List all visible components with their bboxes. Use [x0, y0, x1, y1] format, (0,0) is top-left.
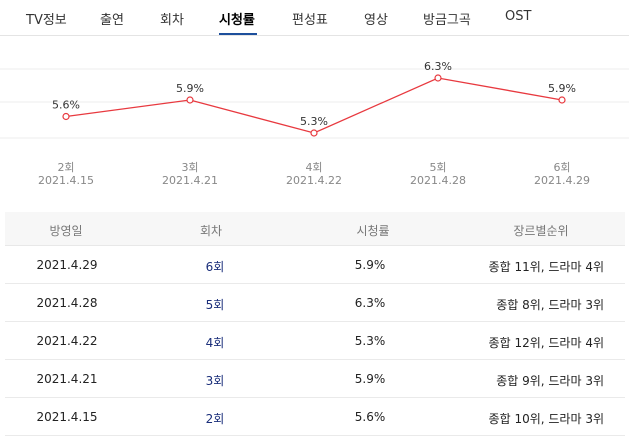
tab-ost[interactable]: OST: [505, 9, 532, 24]
x-tick-label: 2회 2021.4.15: [21, 161, 111, 187]
tab-just-that-song[interactable]: 방금그곡: [423, 13, 471, 28]
cell-air-date: 2021.4.22: [36, 334, 98, 348]
rating-value-label: 5.9%: [176, 82, 204, 95]
ratings-line-chart: 5.6% 5.9% 5.3% 6.3% 5.9%: [0, 60, 629, 139]
x-tick-date: 2021.4.29: [534, 174, 590, 187]
cell-episode-link[interactable]: 2회: [205, 412, 225, 426]
x-tick-label: 6회 2021.4.29: [517, 161, 607, 187]
tab-videos[interactable]: 영상: [364, 13, 388, 28]
table-row: 2021.4.15 2회 5.6% 종합 10위, 드라마 3위: [5, 398, 625, 436]
tab-cast[interactable]: 출연: [100, 13, 124, 28]
cell-episode-link[interactable]: 3회: [205, 374, 225, 388]
tab-tv-info[interactable]: TV정보: [26, 13, 67, 28]
tab-ratings[interactable]: 시청률: [219, 13, 255, 28]
table-header: 방영일 회차 시청률 장르별순위: [5, 212, 625, 246]
cell-air-date: 2021.4.15: [36, 410, 98, 424]
rating-value-label: 5.3%: [300, 115, 328, 128]
header-genre-rank: 장르별순위: [513, 224, 569, 238]
x-tick-label: 3회 2021.4.21: [145, 161, 235, 187]
table-row: 2021.4.22 4회 5.3% 종합 12위, 드라마 4위: [5, 322, 625, 360]
table-row: 2021.4.29 6회 5.9% 종합 11위, 드라마 4위: [5, 246, 625, 284]
x-tick-episode: 5회: [429, 161, 447, 174]
x-tick-episode: 3회: [181, 161, 199, 174]
cell-episode-link[interactable]: 4회: [205, 336, 225, 350]
header-air-date: 방영일: [49, 224, 83, 238]
cell-episode-link[interactable]: 6회: [205, 260, 225, 274]
cell-genre-rank: 종합 9위, 드라마 3위: [496, 374, 604, 388]
rating-point[interactable]: [310, 129, 318, 137]
cell-rating: 6.3%: [354, 296, 386, 310]
cell-rating: 5.6%: [354, 410, 386, 424]
x-tick-episode: 4회: [305, 161, 323, 174]
x-tick-date: 2021.4.15: [38, 174, 94, 187]
rating-point[interactable]: [434, 74, 442, 82]
cell-air-date: 2021.4.21: [36, 372, 98, 386]
cell-genre-rank: 종합 11위, 드라마 4위: [488, 260, 604, 274]
cell-rating: 5.9%: [354, 372, 386, 386]
table-row: 2021.4.21 3회 5.9% 종합 9위, 드라마 3위: [5, 360, 625, 398]
rating-point[interactable]: [558, 96, 566, 104]
ratings-chart: 5.6% 5.9% 5.3% 6.3% 5.9% 2회 2021.4.15 3회 2021.4…: [0, 36, 629, 196]
cell-genre-rank: 종합 8위, 드라마 3위: [496, 298, 604, 312]
tab-schedule[interactable]: 편성표: [292, 13, 328, 28]
cell-air-date: 2021.4.28: [36, 296, 98, 310]
cell-genre-rank: 종합 10위, 드라마 3위: [488, 412, 604, 426]
x-tick-date: 2021.4.22: [286, 174, 342, 187]
x-tick-label: 4회 2021.4.22: [269, 161, 359, 187]
rating-point[interactable]: [62, 112, 70, 121]
x-tick-episode: 6회: [553, 161, 571, 174]
rating-value-label: 6.3%: [424, 60, 452, 73]
cell-rating: 5.9%: [354, 258, 386, 272]
rating-value-label: 5.6%: [52, 99, 80, 112]
rating-value-label: 5.9%: [548, 82, 576, 95]
table-row: 2021.4.28 5회 6.3% 종합 8위, 드라마 3위: [5, 284, 625, 322]
rating-point[interactable]: [186, 96, 194, 104]
x-tick-date: 2021.4.21: [162, 174, 218, 187]
x-tick-date: 2021.4.28: [410, 174, 466, 187]
x-tick-episode: 2회: [57, 161, 75, 174]
ratings-table: 방영일 회차 시청률 장르별순위 2021.4.29 6회 5.9% 종합 11위, …: [5, 212, 625, 436]
cell-episode-link[interactable]: 5회: [205, 298, 225, 312]
cell-air-date: 2021.4.29: [36, 258, 98, 272]
header-episode: 회차: [199, 224, 223, 238]
header-rating: 시청률: [356, 224, 390, 238]
active-tab-indicator: [219, 33, 257, 35]
x-tick-label: 5회 2021.4.28: [393, 161, 483, 187]
cell-rating: 5.3%: [354, 334, 386, 348]
tab-bar: TV정보 출연 회차 시청률 편성표 영상 방금그곡 OST: [0, 0, 629, 36]
tab-episodes[interactable]: 회차: [160, 13, 184, 28]
cell-genre-rank: 종합 12위, 드라마 4위: [488, 336, 604, 350]
